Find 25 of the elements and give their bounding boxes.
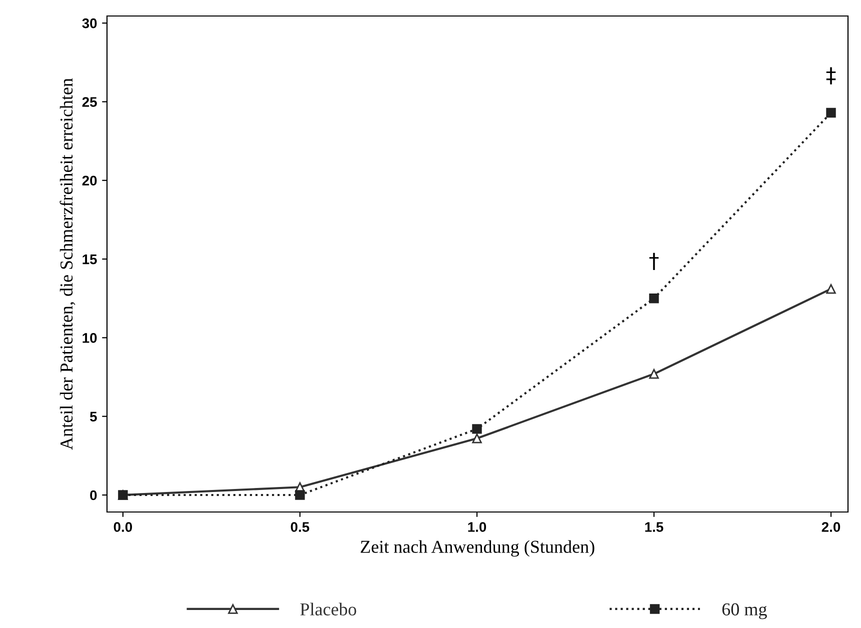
x-tick-label: 2.0 [822, 522, 840, 532]
y-tick-label: 10 [82, 333, 97, 343]
y-tick-label: 20 [82, 176, 97, 186]
x-tick-label: 0.0 [114, 522, 132, 532]
point [826, 284, 836, 294]
y-axis-title: Anteil der Patienten, die Schmerzfreiheit erreichten [60, 78, 76, 450]
point [472, 434, 482, 444]
point [295, 490, 305, 500]
y-tick-label: 25 [82, 97, 97, 107]
x-tick-label: 0.5 [290, 522, 310, 532]
legend-label: Placebo [300, 602, 356, 616]
text: 60 mg [722, 603, 767, 620]
x-tick-label: 1.0 [468, 522, 486, 532]
y-tick-label: 5 [90, 412, 97, 422]
y-tick-label: 30 [82, 18, 97, 28]
point [649, 294, 659, 304]
point [649, 369, 659, 379]
annotation: † [649, 252, 659, 270]
point [826, 108, 836, 118]
point [472, 424, 482, 434]
y-tick-label: 15 [82, 254, 97, 264]
x-tick-label: 1.5 [645, 522, 664, 532]
x-axis-title: Zeit nach Anwendung (Stunden) [360, 540, 594, 557]
y-tick-label: 0 [90, 490, 97, 500]
annotation: ‡ [826, 67, 836, 84]
